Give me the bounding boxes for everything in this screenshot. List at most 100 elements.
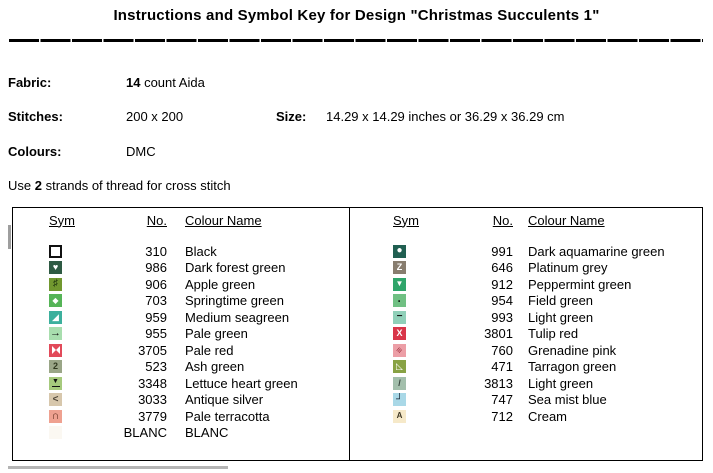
fabric-row: Fabric: 14 count Aida: [8, 75, 205, 90]
colour-name: Tulip red: [528, 326, 579, 342]
key-table-right-half: Sym No. Colour Name ● 991 Dark aquamarine …: [349, 208, 702, 460]
symbol-swatch: ●: [393, 244, 406, 258]
thread-number: 993: [491, 309, 513, 325]
colour-name: Ash green: [185, 359, 245, 375]
symbol-swatch: [49, 426, 62, 440]
thread-number: 906: [145, 276, 167, 292]
colour-name: Springtime green: [185, 293, 284, 309]
colours-value: DMC: [126, 144, 156, 159]
header-colour-name: Colour Name: [528, 212, 605, 228]
scrollbar-fragment-left: [8, 225, 11, 249]
symbol-swatch: Z: [393, 261, 406, 275]
colour-name: Tarragon green: [528, 359, 617, 375]
scrollbar-fragment-bottom: [8, 466, 228, 469]
fabric-rest: count Aida: [140, 75, 205, 90]
fabric-value: 14 count Aida: [126, 75, 205, 90]
colour-name: Lettuce heart green: [185, 375, 298, 391]
stitches-row: Stitches: 200 x 200 Size: 14.29 x 14.29 …: [8, 109, 708, 124]
colour-name: Light green: [528, 309, 594, 325]
thread-number: 3705: [138, 342, 167, 358]
fabric-count: 14: [126, 75, 141, 90]
key-row: Z 646 Platinum grey: [350, 260, 702, 277]
header-sym: Sym: [393, 212, 419, 228]
colour-name: Platinum grey: [528, 260, 608, 276]
key-row: → 955 Pale green: [13, 326, 349, 343]
colour-name: Antique silver: [185, 392, 264, 408]
thread-number: 712: [491, 408, 513, 424]
title-divider-rule: [9, 39, 703, 42]
header-no: No.: [492, 212, 513, 228]
key-row: <3033 Antique silver: [13, 392, 349, 409]
key-row: ┘ 747 Sea mist blue: [350, 392, 702, 409]
thread-number: 955: [145, 326, 167, 342]
size-label: Size:: [276, 109, 307, 124]
key-row: ≡ 760 Grenadine pink: [350, 342, 702, 359]
symbol-swatch: ≡: [393, 343, 406, 357]
thread-number: 703: [145, 293, 167, 309]
symbol-swatch: →: [49, 327, 62, 341]
symbol-swatch: X: [393, 327, 406, 341]
thread-number: 3348: [138, 375, 167, 391]
colour-name: Dark forest green: [185, 260, 286, 276]
colour-name: Peppermint green: [528, 276, 632, 292]
strands-prefix: Use: [8, 178, 35, 193]
stitches-label: Stitches:: [8, 109, 63, 124]
thread-number: BLANC: [123, 425, 167, 441]
symbol-swatch: ◺: [393, 360, 406, 374]
symbol-swatch: ∩: [49, 409, 62, 423]
symbol-swatch: A: [393, 409, 406, 423]
thread-number: 912: [491, 276, 513, 292]
colour-name: Black: [185, 243, 217, 259]
key-row: BLANC BLANC: [13, 425, 349, 442]
colour-name: BLANC: [185, 425, 229, 441]
symbol-swatch: ◢: [49, 310, 62, 324]
colour-name: Dark aquamarine green: [528, 243, 665, 259]
colour-name: Pale red: [185, 342, 234, 358]
colour-name: Sea mist blue: [528, 392, 607, 408]
symbol-swatch: ♯: [49, 277, 62, 291]
key-row: / 3813 Light green: [350, 375, 702, 392]
thread-number: 3801: [484, 326, 513, 342]
colour-name: Field green: [528, 293, 594, 309]
header-colour-name: Colour Name: [185, 212, 262, 228]
key-row: ◆ 703 Springtime green: [13, 293, 349, 310]
key-row: 310 Black: [13, 243, 349, 260]
thread-number: 471: [491, 359, 513, 375]
thread-number: 760: [491, 342, 513, 358]
key-row: ◢ 959 Medium seagreen: [13, 309, 349, 326]
colours-row: Colours: DMC: [8, 144, 156, 159]
colour-name: Pale terracotta: [185, 408, 270, 424]
symbol-swatch: [49, 244, 62, 258]
key-row: ♯ 906 Apple green: [13, 276, 349, 293]
thread-number: 3813: [484, 375, 513, 391]
key-row: ◺ 471 Tarragon green: [350, 359, 702, 376]
thread-number: 310: [145, 243, 167, 259]
key-row: ▼ 912 Peppermint green: [350, 276, 702, 293]
key-table-header: Sym No. Colour Name: [13, 211, 349, 229]
header-no: No.: [146, 212, 167, 228]
thread-number: 954: [491, 293, 513, 309]
symbol-key-table: Sym No. Colour Name 310 Black ♥ 986 Dark for…: [12, 207, 703, 461]
header-sym: Sym: [49, 212, 75, 228]
thread-number: 986: [145, 260, 167, 276]
thread-number: 747: [491, 392, 513, 408]
page-title: Instructions and Symbol Key for Design "…: [113, 7, 600, 24]
key-row: ● 991 Dark aquamarine green: [350, 243, 702, 260]
stitches-value: 200 x 200: [126, 109, 184, 124]
symbol-swatch: 2: [49, 360, 62, 374]
thread-number: 3033: [138, 392, 167, 408]
thread-number: 959: [145, 309, 167, 325]
strands-note: Use 2 strands of thread for cross stitch: [8, 178, 231, 193]
colour-name: Medium seagreen: [185, 309, 290, 325]
colours-label: Colours:: [8, 144, 62, 159]
symbol-swatch: ▼: [49, 376, 62, 390]
symbol-swatch: <: [49, 393, 62, 407]
key-rows-left: 310 Black ♥ 986 Dark forest green ♯ 906 Apple g…: [13, 243, 349, 441]
thread-number: 991: [491, 243, 513, 259]
symbol-swatch: ♥: [49, 261, 62, 275]
colour-name: Pale green: [185, 326, 248, 342]
symbol-swatch: ┘: [393, 393, 406, 407]
key-row: 3705 Pale red: [13, 342, 349, 359]
colour-name: Cream: [528, 408, 568, 424]
symbol-swatch: [49, 343, 62, 357]
